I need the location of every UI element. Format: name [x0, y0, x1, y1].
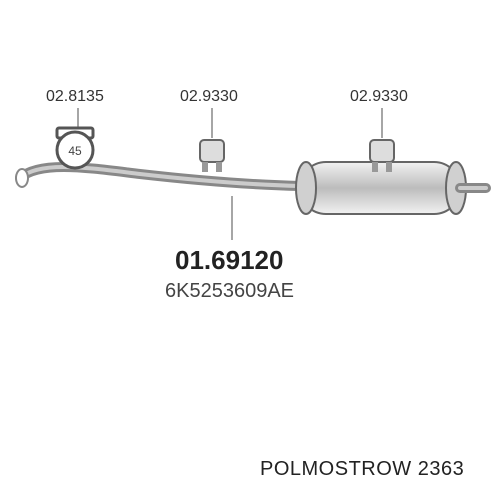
clamp-icon: 45	[57, 128, 93, 168]
label-mount-r: 02.9330	[350, 88, 408, 106]
mount-left-icon	[200, 140, 224, 172]
brand-label: POLMOSTROW 2363	[260, 458, 464, 481]
muffler	[300, 162, 460, 214]
clamp-inner-label: 45	[68, 144, 82, 158]
label-clamp: 02.8135	[46, 88, 104, 106]
label-mount-l: 02.9330	[180, 88, 238, 106]
diagram-canvas: 45 02.8135 02.9330 02.9330 01.69120 6K52…	[0, 0, 500, 500]
muffler-cap-l	[296, 162, 316, 214]
label-oem: 6K5253609AE	[165, 280, 294, 303]
pipe-inlet	[16, 169, 28, 187]
label-main: 01.69120	[175, 245, 283, 276]
